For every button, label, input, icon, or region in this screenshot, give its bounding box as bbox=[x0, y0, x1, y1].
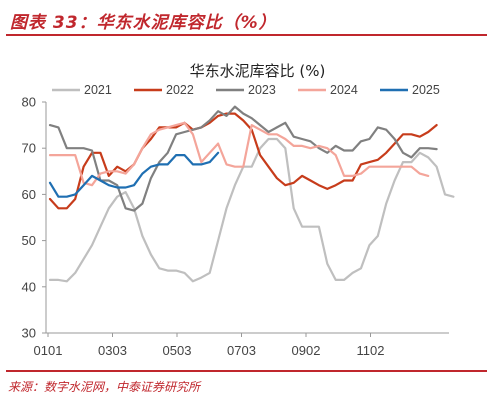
legend-label-2025: 2025 bbox=[412, 83, 440, 97]
series-line-2024 bbox=[48, 121, 430, 187]
y-tick-label-40: 40 bbox=[22, 279, 36, 294]
x-tick-label-0101: 0101 bbox=[34, 343, 63, 358]
x-tick-label-0303: 0303 bbox=[98, 343, 127, 358]
series-line-2022 bbox=[48, 112, 438, 210]
line-chart: 华东水泥库容比 (%) 2021 2022 2023 2024 2025 30 40 50 60 7… bbox=[22, 62, 455, 358]
legend-label-2022: 2022 bbox=[166, 83, 194, 97]
chart-title: 华东水泥库容比 (%) bbox=[190, 62, 326, 80]
legend-label-2023: 2023 bbox=[248, 83, 276, 97]
source-footer: 来源：数字水泥网，中泰证券研究所 bbox=[6, 370, 487, 398]
x-tick-label-0902: 0902 bbox=[292, 343, 321, 358]
chart-area: 华东水泥库容比 (%) 2021 2022 2023 2024 2025 30 40 50 60 7… bbox=[0, 36, 493, 369]
y-tick-label-50: 50 bbox=[22, 233, 36, 248]
series-line-2023 bbox=[48, 105, 438, 212]
y-tick-label-80: 80 bbox=[22, 95, 36, 110]
series-line-2021 bbox=[48, 137, 455, 283]
x-tick-label-0503: 0503 bbox=[163, 343, 192, 358]
source-text: 来源：数字水泥网，中泰证券研究所 bbox=[8, 380, 201, 394]
y-tick-label-30: 30 bbox=[22, 326, 36, 341]
series-line-2025 bbox=[48, 151, 220, 198]
y-tick-label-60: 60 bbox=[22, 187, 36, 202]
figure-title: 图表 33：华东水泥库容比（%） bbox=[10, 13, 277, 33]
legend-label-2021: 2021 bbox=[84, 83, 112, 97]
y-tick-label-70: 70 bbox=[22, 141, 36, 156]
x-tick-label-1102: 1102 bbox=[357, 343, 385, 358]
x-tick-label-0703: 0703 bbox=[227, 343, 256, 358]
legend-label-2024: 2024 bbox=[330, 83, 358, 97]
figure-header: 图表 33：华东水泥库容比（%） bbox=[6, 2, 487, 36]
